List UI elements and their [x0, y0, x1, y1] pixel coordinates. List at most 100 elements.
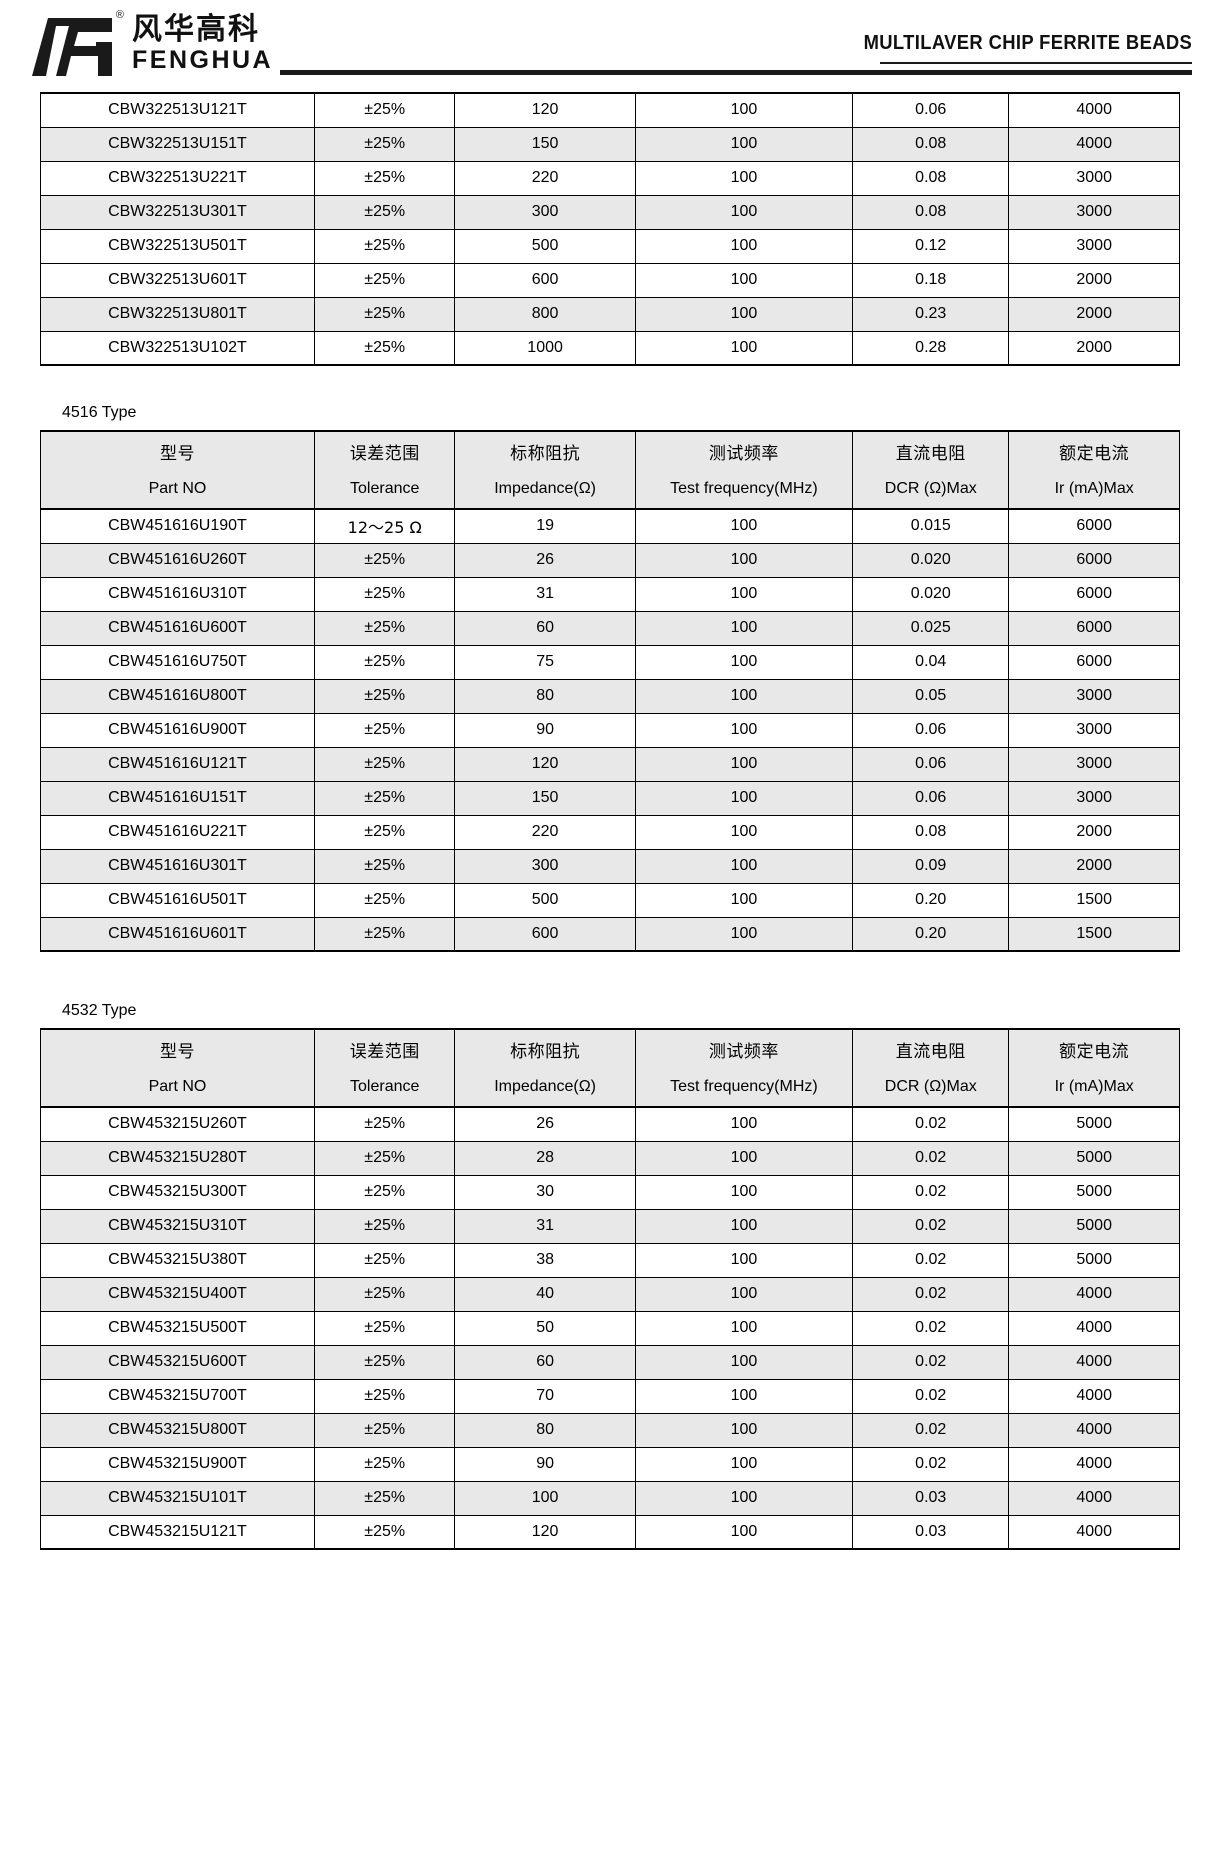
cell-tolerance: ±25% — [313, 1412, 456, 1448]
cell-frequency: 100 — [634, 508, 854, 544]
cell-dcr: 0.02 — [852, 1446, 1010, 1482]
cell-dcr: 0.03 — [852, 1480, 1010, 1516]
cell-tolerance: ±25% — [313, 678, 456, 714]
table-row: CBW453215U310T ±25% 31 100 0.02 5000 — [40, 1208, 1180, 1244]
section-spacer — [40, 952, 1180, 1002]
cell-part: CBW451616U601T — [40, 916, 315, 952]
table-row: CBW453215U800T ±25% 80 100 0.02 4000 — [40, 1412, 1180, 1448]
col-header-en-current: Ir (mA)Max — [1008, 1068, 1180, 1108]
cell-current: 1500 — [1008, 916, 1180, 952]
cell-dcr: 0.02 — [852, 1378, 1010, 1414]
cell-part: CBW322513U801T — [40, 296, 315, 332]
cell-part: CBW322513U102T — [40, 330, 315, 366]
cell-frequency: 100 — [634, 644, 854, 680]
table-row: CBW451616U301T ±25% 300 100 0.09 2000 — [40, 848, 1180, 884]
cell-dcr: 0.12 — [852, 228, 1010, 264]
cell-dcr: 0.06 — [852, 712, 1010, 748]
cell-tolerance: ±25% — [313, 1208, 456, 1244]
col-header-cn-impedance: 标称阻抗 — [454, 1028, 636, 1068]
table-header-4516: 型号 误差范围 标称阻抗 测试频率 直流电阻 额定电流 Part NO Tole… — [40, 430, 1180, 510]
cell-impedance: 1000 — [454, 330, 636, 366]
cell-dcr: 0.02 — [852, 1344, 1010, 1380]
cell-part: CBW451616U900T — [40, 712, 315, 748]
table-row: CBW453215U400T ±25% 40 100 0.02 4000 — [40, 1276, 1180, 1312]
header-divider-thin — [880, 62, 1192, 64]
cell-tolerance: ±25% — [313, 160, 456, 196]
col-header-en-part: Part NO — [40, 470, 315, 510]
cell-tolerance: ±25% — [313, 1480, 456, 1516]
cell-part: CBW322513U221T — [40, 160, 315, 196]
cell-dcr: 0.02 — [852, 1208, 1010, 1244]
cell-frequency: 100 — [634, 1208, 854, 1244]
cell-frequency: 100 — [634, 194, 854, 230]
cell-dcr: 0.02 — [852, 1412, 1010, 1448]
cell-current: 4000 — [1008, 1412, 1180, 1448]
table-row: CBW322513U151T ±25% 150 100 0.08 4000 — [40, 126, 1180, 162]
cell-impedance: 19 — [454, 508, 636, 544]
cell-current: 3000 — [1008, 228, 1180, 264]
cell-current: 3000 — [1008, 780, 1180, 816]
table-row: CBW453215U121T ±25% 120 100 0.03 4000 — [40, 1514, 1180, 1550]
cell-tolerance: ±25% — [313, 1378, 456, 1414]
cell-tolerance: ±25% — [313, 780, 456, 816]
col-header-cn-frequency: 测试频率 — [634, 430, 854, 470]
cell-impedance: 60 — [454, 1344, 636, 1380]
cell-tolerance: ±25% — [313, 1242, 456, 1278]
cell-current: 6000 — [1008, 644, 1180, 680]
cell-current: 3000 — [1008, 160, 1180, 196]
table-row: CBW322513U221T ±25% 220 100 0.08 3000 — [40, 160, 1180, 196]
cell-tolerance: ±25% — [313, 542, 456, 578]
brand-name-cn: 风华高科 — [132, 12, 260, 47]
cell-tolerance: ±25% — [313, 848, 456, 884]
cell-frequency: 100 — [634, 780, 854, 816]
table-row: CBW453215U500T ±25% 50 100 0.02 4000 — [40, 1310, 1180, 1346]
cell-impedance: 220 — [454, 160, 636, 196]
cell-current: 6000 — [1008, 508, 1180, 544]
table-row: CBW453215U700T ±25% 70 100 0.02 4000 — [40, 1378, 1180, 1414]
col-header-cn-current: 额定电流 — [1008, 430, 1180, 470]
cell-impedance: 40 — [454, 1276, 636, 1312]
cell-frequency: 100 — [634, 1446, 854, 1482]
table-body-4532: CBW453215U260T ±25% 26 100 0.02 5000 CBW453215… — [40, 1106, 1180, 1550]
cell-tolerance: 12～25 Ω — [313, 508, 456, 544]
col-header-en-tolerance: Tolerance — [313, 1068, 456, 1108]
cell-frequency: 100 — [634, 1140, 854, 1176]
col-header-en-impedance: Impedance(Ω) — [454, 1068, 636, 1108]
table-row: CBW451616U750T ±25% 75 100 0.04 6000 — [40, 644, 1180, 680]
cell-current: 3000 — [1008, 746, 1180, 782]
section-label-4532: 4532 Type — [62, 1002, 137, 1019]
cell-frequency: 100 — [634, 542, 854, 578]
cell-frequency: 100 — [634, 576, 854, 612]
cell-impedance: 26 — [454, 542, 636, 578]
header-divider-thick — [280, 70, 1192, 75]
cell-dcr: 0.02 — [852, 1174, 1010, 1210]
cell-impedance: 75 — [454, 644, 636, 680]
cell-impedance: 120 — [454, 1514, 636, 1550]
cell-part: CBW451616U750T — [40, 644, 315, 680]
cell-frequency: 100 — [634, 92, 854, 128]
cell-impedance: 100 — [454, 1480, 636, 1516]
spec-table-4532: 型号 误差范围 标称阻抗 测试频率 直流电阻 额定电流 Part NO Tole… — [40, 1028, 1180, 1550]
cell-dcr: 0.28 — [852, 330, 1010, 366]
cell-tolerance: ±25% — [313, 576, 456, 612]
cell-tolerance: ±25% — [313, 296, 456, 332]
table-row: CBW453215U900T ±25% 90 100 0.02 4000 — [40, 1446, 1180, 1482]
cell-impedance: 60 — [454, 610, 636, 646]
cell-frequency: 100 — [634, 1242, 854, 1278]
cell-tolerance: ±25% — [313, 1344, 456, 1380]
cell-current: 1500 — [1008, 882, 1180, 918]
cell-part: CBW453215U280T — [40, 1140, 315, 1176]
col-header-cn-dcr: 直流电阻 — [852, 1028, 1010, 1068]
document-title: MULTILAVER CHIP FERRITE BEADS — [863, 32, 1192, 54]
cell-part: CBW322513U601T — [40, 262, 315, 298]
cell-current: 4000 — [1008, 1276, 1180, 1312]
cell-frequency: 100 — [634, 1310, 854, 1346]
table-row: CBW453215U600T ±25% 60 100 0.02 4000 — [40, 1344, 1180, 1380]
table-row: CBW453215U280T ±25% 28 100 0.02 5000 — [40, 1140, 1180, 1176]
registered-trademark-icon: ® — [115, 9, 124, 21]
cell-part: CBW451616U600T — [40, 610, 315, 646]
table-row: CBW451616U221T ±25% 220 100 0.08 2000 — [40, 814, 1180, 850]
cell-impedance: 220 — [454, 814, 636, 850]
cell-part: CBW451616U310T — [40, 576, 315, 612]
cell-part: CBW453215U600T — [40, 1344, 315, 1380]
